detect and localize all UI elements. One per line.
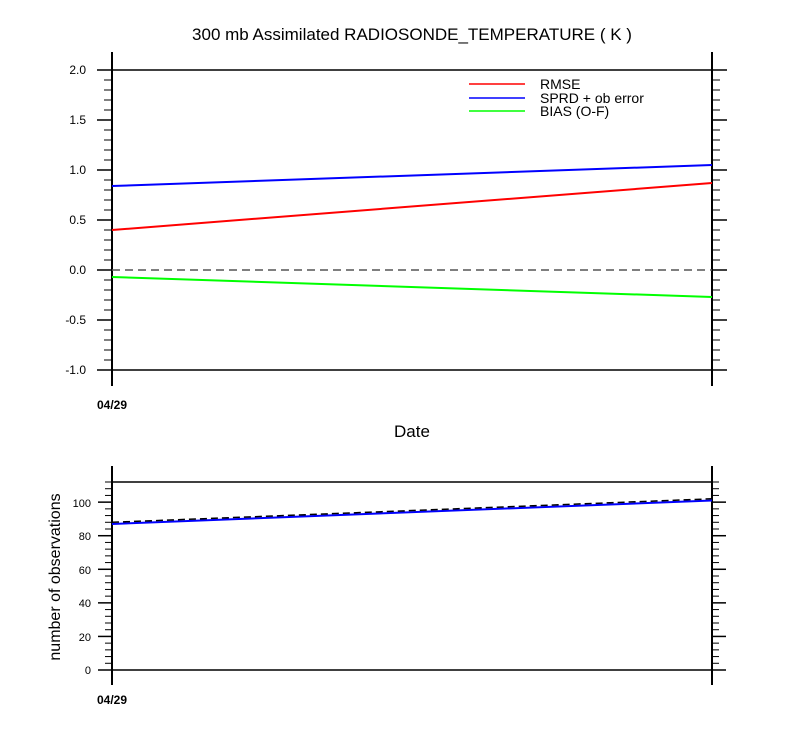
y-tick-label: -1.0 — [65, 363, 86, 377]
series-line-rmse — [111, 182, 713, 231]
series-line-obs-count-dashed — [111, 498, 713, 524]
series-line-obs-count — [111, 499, 713, 525]
y-tick-label: 1.5 — [69, 113, 86, 127]
series-line-sprd-ob-error — [111, 164, 713, 187]
y-tick-label: 40 — [79, 598, 91, 610]
y-tick-label: 1.0 — [69, 163, 86, 177]
y-tick-label: -0.5 — [65, 313, 86, 327]
bottom-y-tick-labels: 100 80 60 40 20 0 — [73, 498, 91, 677]
bottom-plot-frame — [111, 466, 713, 685]
y-tick-label: 20 — [79, 632, 91, 644]
y-tick-label: 0 — [85, 665, 91, 677]
legend: RMSE SPRD + ob error BIAS (O-F) — [469, 76, 644, 119]
bottom-y-axis-ticks — [98, 481, 726, 671]
chart-title: 300 mb Assimilated RADIOSONDE_TEMPERATUR… — [192, 25, 632, 44]
top-y-tick-labels: 2.0 1.5 1.0 0.5 0.0 -0.5 -1.0 — [65, 63, 86, 377]
legend-label-sprd: SPRD + ob error — [540, 90, 644, 106]
y-axis-label: number of observations — [47, 493, 64, 660]
y-tick-label: 60 — [79, 565, 91, 577]
series-line-bias — [111, 276, 713, 298]
y-tick-label: 2.0 — [69, 63, 86, 77]
legend-label-bias: BIAS (O-F) — [540, 103, 609, 119]
y-tick-label: 0.5 — [69, 213, 86, 227]
legend-label-rmse: RMSE — [540, 76, 580, 92]
x-tick-label: 04/29 — [97, 398, 127, 412]
y-tick-label: 0.0 — [69, 263, 86, 277]
x-tick-label: 04/29 — [97, 693, 127, 707]
y-tick-label: 80 — [79, 531, 91, 543]
y-tick-label: 100 — [73, 498, 91, 510]
top-y-axis-ticks — [97, 69, 727, 371]
x-axis-label: Date — [394, 422, 430, 441]
